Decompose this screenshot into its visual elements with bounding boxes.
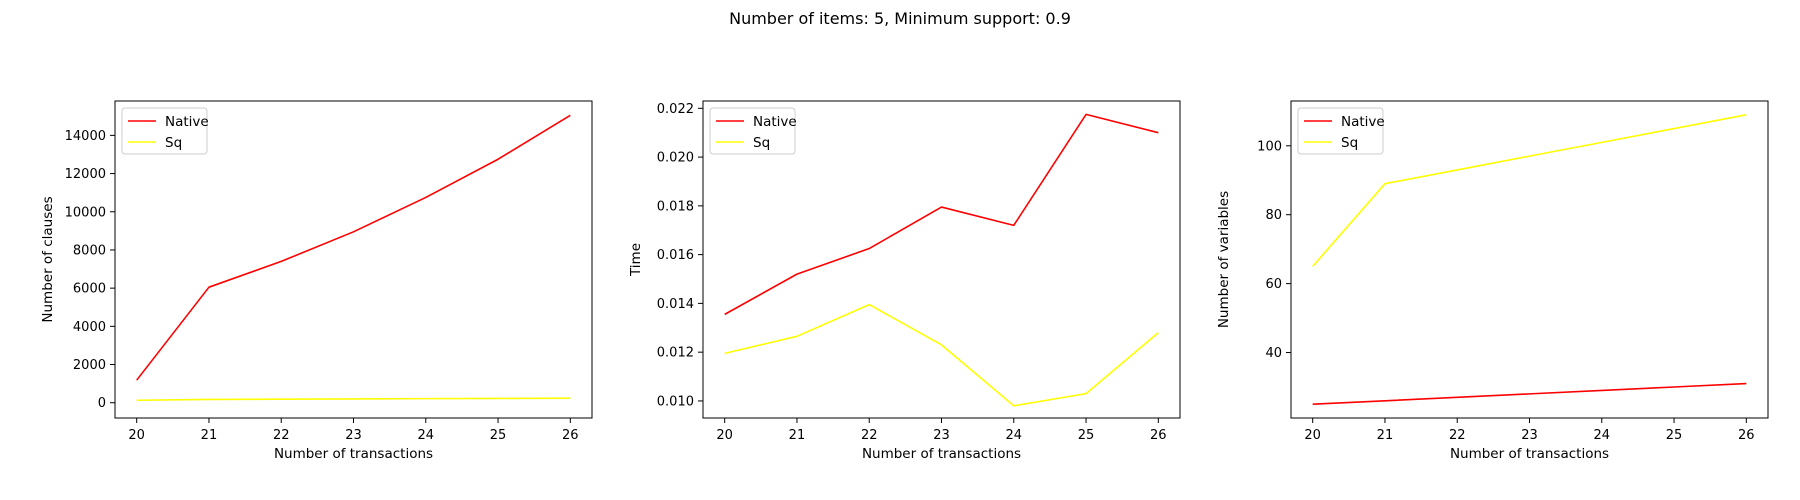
y-tick-label: 0.014	[657, 297, 694, 312]
y-tick-label: 0.020	[657, 151, 694, 166]
x-tick-label: 23	[345, 428, 362, 443]
chart-3: 20 21 22 23 24 25 26 40 60 80 100 Number of transac…	[1216, 100, 1769, 462]
series-line-native	[136, 114, 571, 381]
x-axis-label: Number of transactions	[862, 446, 1021, 462]
x-tick-label: 20	[716, 428, 733, 443]
y-tick-label: 60	[1265, 277, 1282, 292]
x-tick-label: 25	[1666, 428, 1683, 443]
legend-label-sq: Sq	[1341, 135, 1358, 151]
legend-label-sq: Sq	[165, 135, 182, 151]
legend: Native Sq	[1297, 107, 1385, 155]
x-tick-label: 26	[562, 428, 579, 443]
x-tick-label: 21	[1377, 428, 1394, 443]
y-tick-label: 0.022	[657, 102, 694, 117]
x-tick-label: 21	[789, 428, 806, 443]
x-tick-label: 24	[1593, 428, 1610, 443]
x-tick-label: 23	[933, 428, 950, 443]
chart-1: 20 21 22 23 24 25 26 0 2000 4000 6000 8000 10000 1200…	[40, 100, 593, 462]
x-tick-label: 20	[128, 428, 145, 443]
x-tick-label: 26	[1738, 428, 1755, 443]
y-tick-label: 0.016	[657, 248, 694, 263]
legend: Native Sq	[709, 107, 797, 155]
chart-2: 20 21 22 23 24 25 26 0.010 0.012 0.014 0.016 0.018 0…	[628, 100, 1181, 462]
legend-label-sq: Sq	[753, 135, 770, 151]
x-tick-label: 22	[861, 428, 878, 443]
legend-label-native: Native	[165, 114, 209, 130]
series-line-native	[1312, 382, 1747, 406]
x-tick-label: 25	[1078, 428, 1095, 443]
y-tick-label: 6000	[73, 282, 106, 297]
y-tick-label: 40	[1265, 346, 1282, 361]
y-tick-label: 10000	[65, 205, 106, 220]
series-line-sq	[724, 303, 1159, 407]
x-axis-label: Number of transactions	[1450, 446, 1609, 462]
x-tick-label: 22	[273, 428, 290, 443]
y-tick-label: 0.012	[657, 346, 694, 361]
y-axis-label: Time	[628, 243, 644, 277]
x-tick-label: 23	[1521, 428, 1538, 443]
y-tick-label: 100	[1257, 139, 1282, 154]
figure-title: Number of items: 5, Minimum support: 0.9	[729, 9, 1071, 28]
y-axis-label: Number of variables	[1216, 191, 1232, 328]
series-line-native	[724, 113, 1159, 316]
x-axis-label: Number of transactions	[274, 446, 433, 462]
x-tick-label: 20	[1304, 428, 1321, 443]
y-tick-label: 8000	[73, 243, 106, 258]
charts-container: 20 21 22 23 24 25 26 0 2000 4000 6000 8000 10000 1200…	[40, 100, 1769, 462]
y-tick-label: 0	[98, 396, 106, 411]
y-axis-label: Number of clauses	[40, 196, 56, 322]
series-line-sq	[136, 397, 571, 402]
y-tick-label: 80	[1265, 208, 1282, 223]
y-tick-label: 2000	[73, 358, 106, 373]
y-tick-label: 0.010	[657, 394, 694, 409]
y-tick-label: 4000	[73, 320, 106, 335]
legend-label-native: Native	[1341, 114, 1385, 130]
y-tick-label: 14000	[65, 129, 106, 144]
y-tick-label: 0.018	[657, 199, 694, 214]
y-tick-label: 12000	[65, 167, 106, 182]
x-tick-label: 21	[201, 428, 218, 443]
legend-label-native: Native	[753, 114, 797, 130]
legend: Native Sq	[121, 107, 209, 155]
series-line-sq	[1312, 113, 1747, 267]
x-tick-label: 26	[1150, 428, 1167, 443]
x-tick-label: 25	[490, 428, 507, 443]
x-tick-label: 24	[417, 428, 434, 443]
x-tick-label: 24	[1005, 428, 1022, 443]
x-tick-label: 22	[1449, 428, 1466, 443]
